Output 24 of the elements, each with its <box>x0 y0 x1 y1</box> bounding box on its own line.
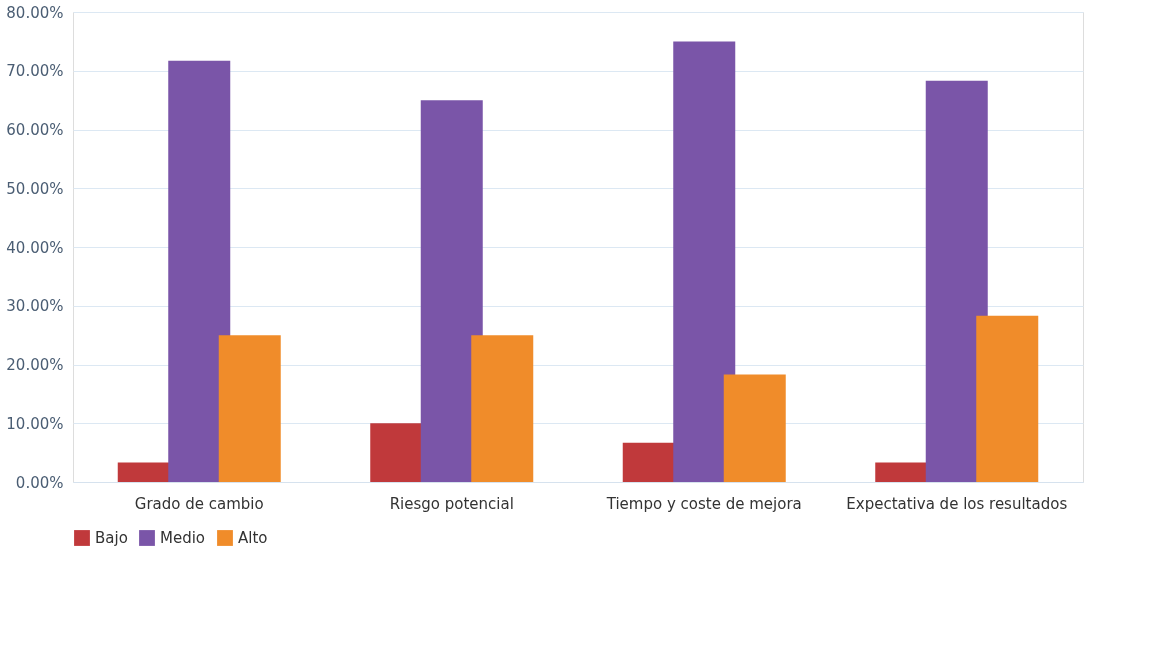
legend-label: Bajo <box>95 529 128 547</box>
y-tick-label: 50.00% <box>6 179 64 198</box>
bar <box>723 374 786 482</box>
bar <box>925 80 988 482</box>
bar <box>218 335 281 482</box>
y-tick-label: 60.00% <box>6 121 64 139</box>
bar <box>976 315 1039 482</box>
x-tick-label: Riesgo potencial <box>389 494 514 513</box>
y-tick-label: 0.00% <box>15 473 64 492</box>
y-tick-label: 10.00% <box>6 414 64 433</box>
bar <box>471 335 534 482</box>
bar <box>420 100 483 482</box>
legend-label: Alto <box>238 529 268 547</box>
x-tick-label: Grado de cambio <box>134 494 264 513</box>
y-tick-label: 40.00% <box>6 238 64 257</box>
x-tick-label: Expectativa de los resultados <box>846 494 1068 513</box>
y-tick-label: 80.00% <box>6 3 64 22</box>
y-tick-label: 70.00% <box>6 62 64 81</box>
bar <box>168 60 231 482</box>
y-tick-label: 20.00% <box>6 356 64 374</box>
y-tick-label: 30.00% <box>6 297 64 316</box>
x-tick-label: Tiempo y coste de mejora <box>605 494 802 513</box>
legend-label: Medio <box>160 529 206 547</box>
bar <box>673 41 736 482</box>
